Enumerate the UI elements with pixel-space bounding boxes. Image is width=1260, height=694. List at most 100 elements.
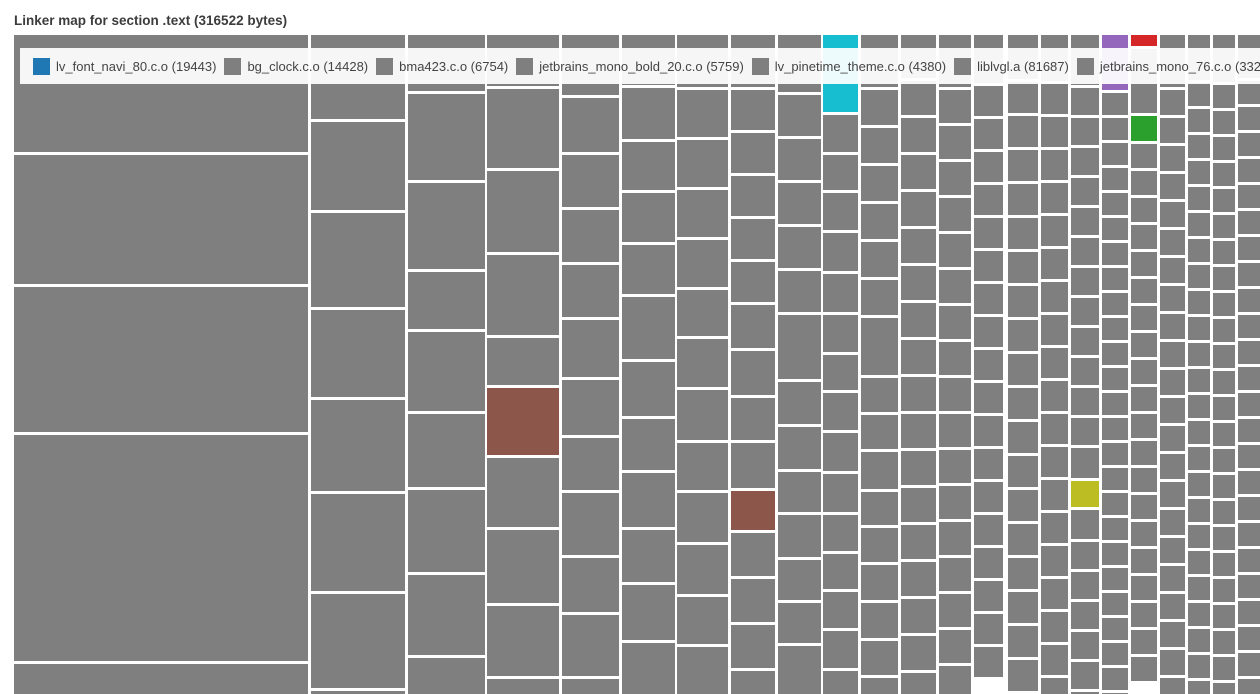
treemap-cell[interactable] bbox=[823, 193, 858, 230]
treemap-cell[interactable] bbox=[1238, 679, 1260, 694]
treemap-cell[interactable] bbox=[1131, 144, 1157, 168]
treemap-cell-red[interactable] bbox=[1131, 35, 1157, 46]
treemap-cell[interactable] bbox=[1238, 81, 1260, 104]
treemap-cell[interactable] bbox=[677, 190, 728, 237]
treemap-cell[interactable] bbox=[1102, 293, 1128, 315]
treemap-cell[interactable] bbox=[731, 219, 775, 259]
treemap-cell[interactable] bbox=[974, 647, 1003, 677]
treemap-cell[interactable] bbox=[1188, 681, 1210, 694]
treemap-cell[interactable] bbox=[14, 435, 308, 661]
treemap-cell[interactable] bbox=[408, 414, 485, 487]
treemap-cell[interactable] bbox=[622, 643, 675, 694]
treemap-cell[interactable] bbox=[939, 126, 971, 159]
treemap-cell[interactable] bbox=[1131, 279, 1157, 303]
treemap-cell[interactable] bbox=[1188, 421, 1210, 444]
treemap-cell[interactable] bbox=[1071, 692, 1099, 694]
treemap-cell[interactable] bbox=[939, 558, 971, 591]
treemap-cell[interactable] bbox=[408, 272, 485, 329]
treemap-cell[interactable] bbox=[974, 119, 1003, 149]
treemap-cell[interactable] bbox=[1102, 218, 1128, 240]
treemap-cell[interactable] bbox=[1238, 575, 1260, 598]
treemap-cell[interactable] bbox=[1160, 398, 1185, 423]
treemap-cell[interactable] bbox=[677, 647, 728, 694]
treemap-cell[interactable] bbox=[1041, 480, 1068, 510]
treemap-cell[interactable] bbox=[1160, 510, 1185, 535]
treemap-cell[interactable] bbox=[939, 378, 971, 411]
treemap-cell[interactable] bbox=[974, 350, 1003, 380]
treemap-cell[interactable] bbox=[939, 450, 971, 483]
treemap-cell[interactable] bbox=[1238, 627, 1260, 650]
treemap-cell[interactable] bbox=[1041, 546, 1068, 576]
treemap-cell[interactable] bbox=[1160, 482, 1185, 507]
treemap-cell-brown[interactable] bbox=[487, 388, 559, 455]
treemap-cell[interactable] bbox=[622, 530, 675, 582]
treemap-cell[interactable] bbox=[562, 679, 619, 694]
treemap-cell[interactable] bbox=[1188, 187, 1210, 210]
treemap-cell[interactable] bbox=[1131, 468, 1157, 492]
treemap-cell[interactable] bbox=[1213, 163, 1235, 186]
treemap-cell[interactable] bbox=[562, 320, 619, 377]
treemap-cell[interactable] bbox=[1213, 501, 1235, 524]
treemap-cell[interactable] bbox=[731, 90, 775, 130]
treemap-cell-brown[interactable] bbox=[731, 491, 775, 530]
treemap-cell[interactable] bbox=[677, 597, 728, 644]
treemap-cell[interactable] bbox=[1131, 522, 1157, 546]
treemap-cell[interactable] bbox=[731, 579, 775, 622]
treemap-cell[interactable] bbox=[1041, 315, 1068, 345]
treemap-cell[interactable] bbox=[823, 274, 858, 312]
treemap-cell[interactable] bbox=[1071, 358, 1099, 385]
treemap-cell[interactable] bbox=[1238, 237, 1260, 260]
treemap-cell[interactable] bbox=[1102, 393, 1128, 415]
treemap-cell[interactable] bbox=[1071, 328, 1099, 355]
treemap-cell[interactable] bbox=[1071, 148, 1099, 175]
treemap-cell[interactable] bbox=[1160, 538, 1185, 563]
treemap-cell[interactable] bbox=[1213, 631, 1235, 654]
treemap-cell[interactable] bbox=[408, 183, 485, 269]
treemap-cell[interactable] bbox=[731, 533, 775, 576]
treemap-cell[interactable] bbox=[677, 240, 728, 287]
treemap-cell[interactable] bbox=[1213, 397, 1235, 420]
treemap-cell[interactable] bbox=[861, 415, 898, 449]
treemap-cell[interactable] bbox=[939, 234, 971, 267]
treemap-cell[interactable] bbox=[1238, 393, 1260, 416]
treemap-cell[interactable] bbox=[1188, 109, 1210, 132]
treemap-cell[interactable] bbox=[622, 142, 675, 190]
treemap-cell[interactable] bbox=[1071, 662, 1099, 689]
treemap-cell[interactable] bbox=[1238, 419, 1260, 442]
treemap-cell[interactable] bbox=[901, 673, 936, 694]
treemap-cell[interactable] bbox=[1102, 318, 1128, 340]
treemap-cell[interactable] bbox=[1160, 678, 1185, 694]
treemap-cell[interactable] bbox=[1008, 320, 1038, 351]
treemap-cell[interactable] bbox=[1071, 572, 1099, 599]
treemap-cell[interactable] bbox=[939, 306, 971, 339]
treemap-cell[interactable] bbox=[861, 280, 898, 315]
treemap-cell[interactable] bbox=[1188, 577, 1210, 600]
treemap-cell[interactable] bbox=[1238, 185, 1260, 208]
treemap-cell[interactable] bbox=[1008, 660, 1038, 691]
treemap-cell[interactable] bbox=[1160, 566, 1185, 591]
treemap-cell[interactable] bbox=[861, 641, 898, 675]
treemap-cell[interactable] bbox=[974, 449, 1003, 479]
treemap-cell[interactable] bbox=[1008, 592, 1038, 623]
treemap-cell[interactable] bbox=[861, 166, 898, 201]
treemap-cell[interactable] bbox=[778, 560, 821, 600]
treemap-cell[interactable] bbox=[1071, 208, 1099, 235]
treemap-cell[interactable] bbox=[487, 606, 559, 676]
treemap-cell[interactable] bbox=[823, 474, 858, 512]
treemap-cell[interactable] bbox=[562, 558, 619, 612]
treemap-cell[interactable] bbox=[1041, 249, 1068, 279]
treemap-cell[interactable] bbox=[974, 218, 1003, 248]
treemap-cell[interactable] bbox=[1213, 85, 1235, 108]
treemap-cell[interactable] bbox=[778, 95, 821, 136]
treemap-cell[interactable] bbox=[487, 338, 559, 385]
treemap-cell[interactable] bbox=[1188, 239, 1210, 262]
treemap-cell[interactable] bbox=[1188, 343, 1210, 366]
treemap-cell[interactable] bbox=[1160, 370, 1185, 395]
treemap-cell[interactable] bbox=[974, 251, 1003, 281]
treemap-cell[interactable] bbox=[1188, 447, 1210, 470]
treemap-cell[interactable] bbox=[1188, 291, 1210, 314]
treemap-cell[interactable] bbox=[974, 284, 1003, 314]
treemap-cell[interactable] bbox=[731, 305, 775, 348]
treemap-cell[interactable] bbox=[1041, 216, 1068, 246]
treemap-cell[interactable] bbox=[14, 155, 308, 284]
